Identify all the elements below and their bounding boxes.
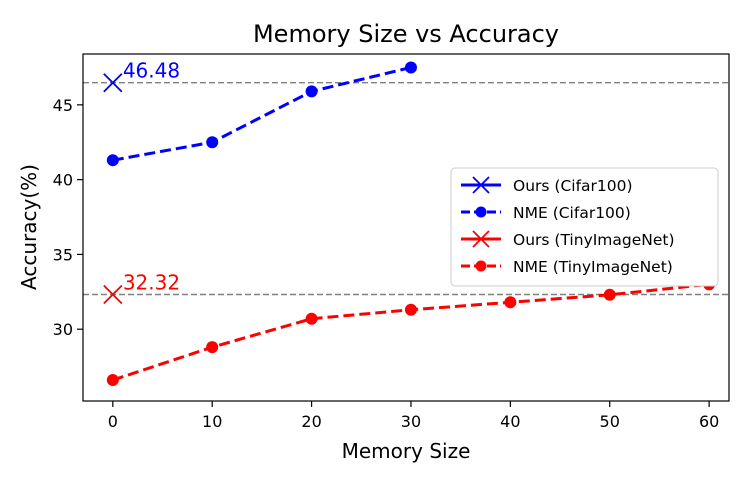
chart-title: Memory Size vs Accuracy (253, 20, 559, 48)
legend-marker-nme-tinyimagenet (475, 260, 487, 272)
nme-cifar100-point-4 (404, 61, 417, 74)
x-tick-label: 30 (401, 412, 421, 431)
axes: 0 10 20 30 40 50 60 30 35 40 45 (53, 96, 720, 431)
y-axis-title: Accuracy(%) (17, 164, 41, 290)
series-ours-cifar100 (103, 73, 123, 93)
annotation-label-1: 46.48 (123, 59, 180, 83)
x-tick-label: 20 (301, 412, 321, 431)
x-axis-title: Memory Size (342, 439, 471, 463)
legend-label-nme-cifar100: NME (Cifar100) (513, 204, 631, 222)
legend-box (450, 167, 719, 287)
legend-label-ours-tinyimagenet: Ours (TinyImageNet) (513, 231, 675, 249)
nme-tinyimagenet-point-4 (404, 303, 417, 316)
y-tick-label: 40 (53, 171, 73, 190)
annotation-label-2: 32.32 (123, 271, 180, 295)
ours-cifar100-point-1 (103, 73, 123, 93)
y-tick-label: 30 (53, 320, 73, 339)
y-tick-label: 45 (53, 96, 73, 115)
nme-cifar100-point-3 (305, 85, 318, 98)
legend: Ours (Cifar100) NME (Cifar100) Ours (TinyI… (450, 167, 719, 287)
nme-cifar100-point-1 (106, 154, 119, 167)
x-tick-label: 50 (600, 412, 620, 431)
x-tick-label: 40 (500, 412, 520, 431)
series-ours-tinyimagenet (103, 284, 123, 305)
ours-tinyimagenet-point-1 (103, 284, 123, 305)
legend-marker-ours-tinyimagenet (472, 230, 490, 248)
y-tick-label: 35 (53, 245, 73, 264)
nme-cifar100-point-2 (206, 136, 219, 149)
nme-tinyimagenet-point-1 (106, 374, 119, 387)
x-tick-label: 60 (699, 412, 719, 431)
legend-marker-nme-cifar100 (475, 206, 487, 218)
nme-tinyimagenet-point-5 (504, 296, 517, 309)
nme-tinyimagenet-point-2 (206, 341, 219, 354)
series-nme-cifar100 (106, 61, 417, 167)
legend-marker-ours-cifar100 (472, 176, 490, 194)
nme-tinyimagenet-line (112, 282, 710, 382)
plot-frame (82, 53, 730, 402)
nme-cifar100-line (112, 66, 412, 162)
nme-tinyimagenet-point-3 (305, 312, 318, 325)
nme-tinyimagenet-point-6 (603, 288, 616, 301)
legend-label-nme-tinyimagenet: NME (TinyImageNet) (513, 258, 673, 276)
x-tick-label: 10 (202, 412, 222, 431)
legend-label-ours-cifar100: Ours (Cifar100) (513, 177, 633, 195)
x-tick-label: 0 (108, 412, 118, 431)
